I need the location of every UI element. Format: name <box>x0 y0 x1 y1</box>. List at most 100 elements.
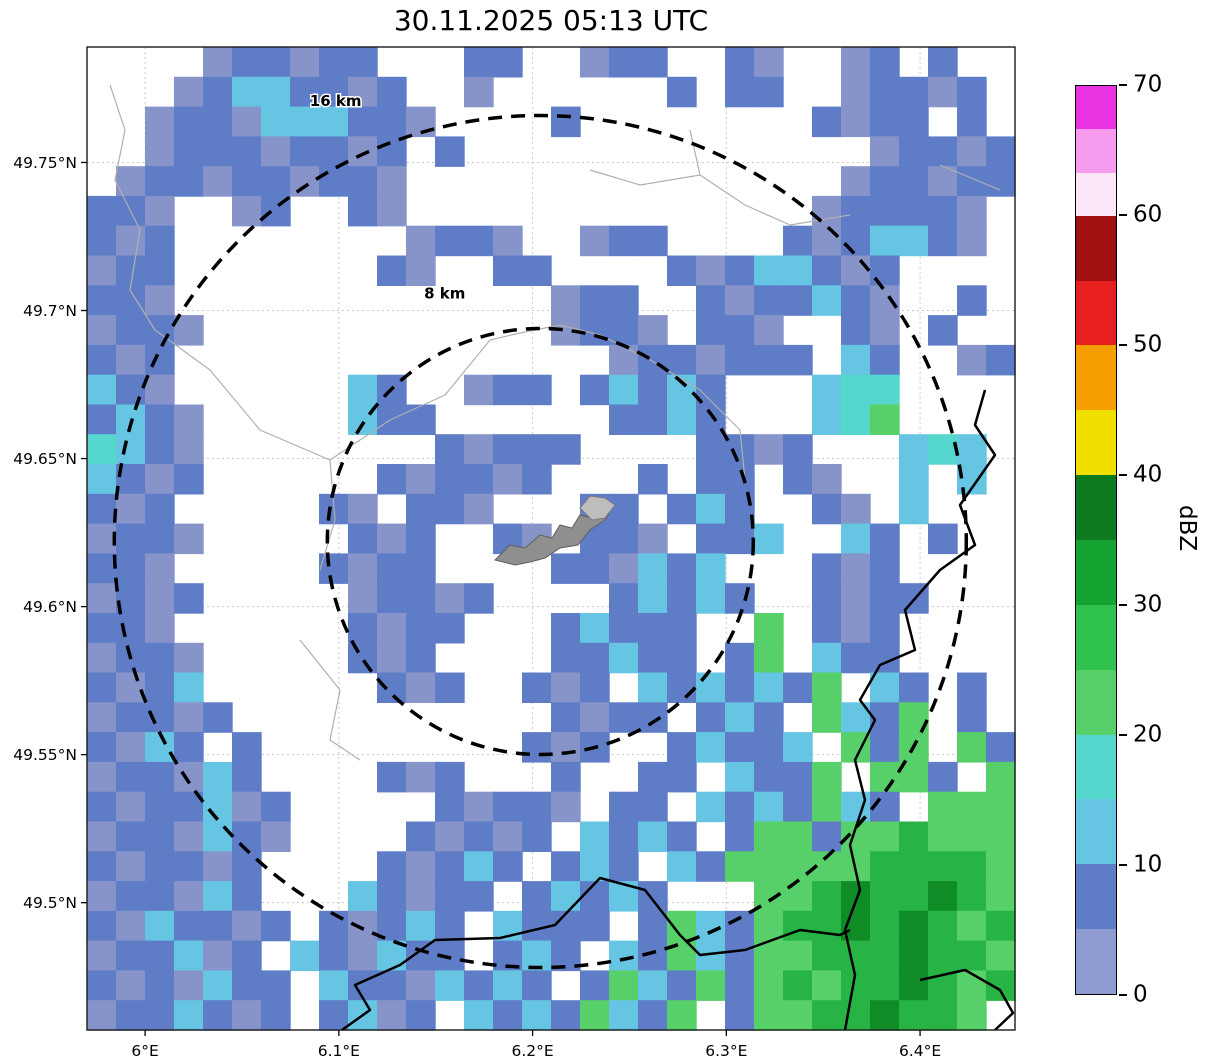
radar-cell <box>580 285 610 316</box>
colorbar-gradient <box>1075 85 1117 995</box>
radar-cell <box>696 851 726 882</box>
radar-cell <box>203 1000 233 1031</box>
radar-cell <box>522 881 552 912</box>
radar-cell <box>116 285 146 316</box>
radar-cell <box>841 344 871 376</box>
radar-cell <box>290 47 320 78</box>
radar-cell <box>174 970 204 1001</box>
radar-cell <box>812 583 842 614</box>
radar-cell <box>232 881 262 912</box>
radar-cell <box>783 821 813 852</box>
radar-cell <box>87 464 117 495</box>
radar-cell <box>899 1000 929 1031</box>
radar-cell <box>464 791 494 823</box>
radar-cell <box>725 76 755 108</box>
radar-cell <box>174 464 204 495</box>
radar-cell <box>522 1000 552 1031</box>
radar-cell <box>87 255 117 286</box>
radar-cell <box>406 255 436 286</box>
radar-cell <box>986 166 1016 197</box>
radar-cell <box>493 374 523 406</box>
radar-cell <box>319 106 349 138</box>
radar-cell <box>377 1000 407 1031</box>
radar-cell <box>87 881 117 912</box>
radar-cell <box>116 523 146 555</box>
radar-cell <box>986 940 1016 972</box>
radar-cell <box>261 76 291 108</box>
radar-cell <box>783 285 813 316</box>
radar-cell <box>464 970 494 1001</box>
axis-ticks: 6°E 6.1°E 6.2°E 6.3°E 6.4°E 49.75°N 49.7°N 49.6… <box>13 154 941 1060</box>
radar-cell <box>145 910 175 942</box>
radar-cell <box>928 791 958 823</box>
radar-cell <box>435 583 465 614</box>
radar-cell <box>725 642 755 674</box>
radar-cell <box>957 910 987 942</box>
radar-cell <box>754 672 784 703</box>
radar-cell <box>696 553 726 584</box>
radar-cell <box>725 285 755 316</box>
radar-cell <box>609 851 639 882</box>
radar-cell <box>203 761 233 793</box>
radar-cell <box>870 166 900 197</box>
radar-cell <box>870 225 900 257</box>
radar-cell <box>348 910 378 942</box>
radar-cell <box>696 523 726 555</box>
radar-cell <box>464 821 494 852</box>
radar-cell <box>116 672 146 703</box>
radar-cell <box>145 940 175 972</box>
radar-cell <box>232 851 262 882</box>
radar-cell <box>696 464 726 495</box>
radar-cell <box>638 702 668 733</box>
radar-cell <box>812 404 842 435</box>
radar-cell <box>232 76 262 108</box>
radar-cell <box>986 136 1016 167</box>
radar-cell <box>261 106 291 138</box>
radar-cell <box>203 106 233 138</box>
radar-cell <box>116 225 146 257</box>
radar-cell <box>812 374 842 406</box>
radar-cell <box>377 642 407 674</box>
colorbar-tick <box>1119 864 1127 866</box>
radar-cell <box>203 791 233 823</box>
radar-cell <box>87 851 117 882</box>
radar-cell <box>667 613 697 644</box>
radar-cell <box>551 642 581 674</box>
radar-cell <box>261 791 291 823</box>
radar-cell <box>667 642 697 674</box>
radar-cell <box>841 47 871 78</box>
radar-cell <box>638 1000 668 1031</box>
radar-cell <box>725 791 755 823</box>
radar-cell <box>116 791 146 823</box>
radar-cell <box>754 315 784 346</box>
colorbar-segment <box>1076 863 1116 930</box>
radar-cell <box>638 583 668 614</box>
radar-cell <box>464 1000 494 1031</box>
radar-cell <box>841 315 871 346</box>
radar-cell <box>609 613 639 644</box>
radar-cell <box>145 672 175 703</box>
radar-cell <box>319 166 349 197</box>
radar-cell <box>377 106 407 138</box>
radar-cell <box>232 166 262 197</box>
radar-cell <box>899 970 929 1001</box>
radar-cell <box>870 672 900 703</box>
x-tick-label: 6.4°E <box>899 1042 941 1060</box>
radar-cell <box>812 881 842 912</box>
radar-cell <box>870 374 900 406</box>
radar-cell <box>812 821 842 852</box>
radar-cell <box>696 493 726 525</box>
radar-cell <box>348 523 378 555</box>
radar-cell <box>986 851 1016 882</box>
radar-cell <box>986 791 1016 823</box>
radar-cell <box>609 225 639 257</box>
radar-cell <box>609 315 639 346</box>
radar-cell <box>899 761 929 793</box>
radar-cell <box>986 881 1016 912</box>
colorbar: 0 10 20 30 40 50 60 70 <box>1075 71 1162 1007</box>
colorbar-segment <box>1076 799 1116 865</box>
radar-cell <box>899 106 929 138</box>
radar-cell <box>870 195 900 227</box>
radar-cell <box>986 761 1016 793</box>
radar-cell <box>551 910 581 942</box>
